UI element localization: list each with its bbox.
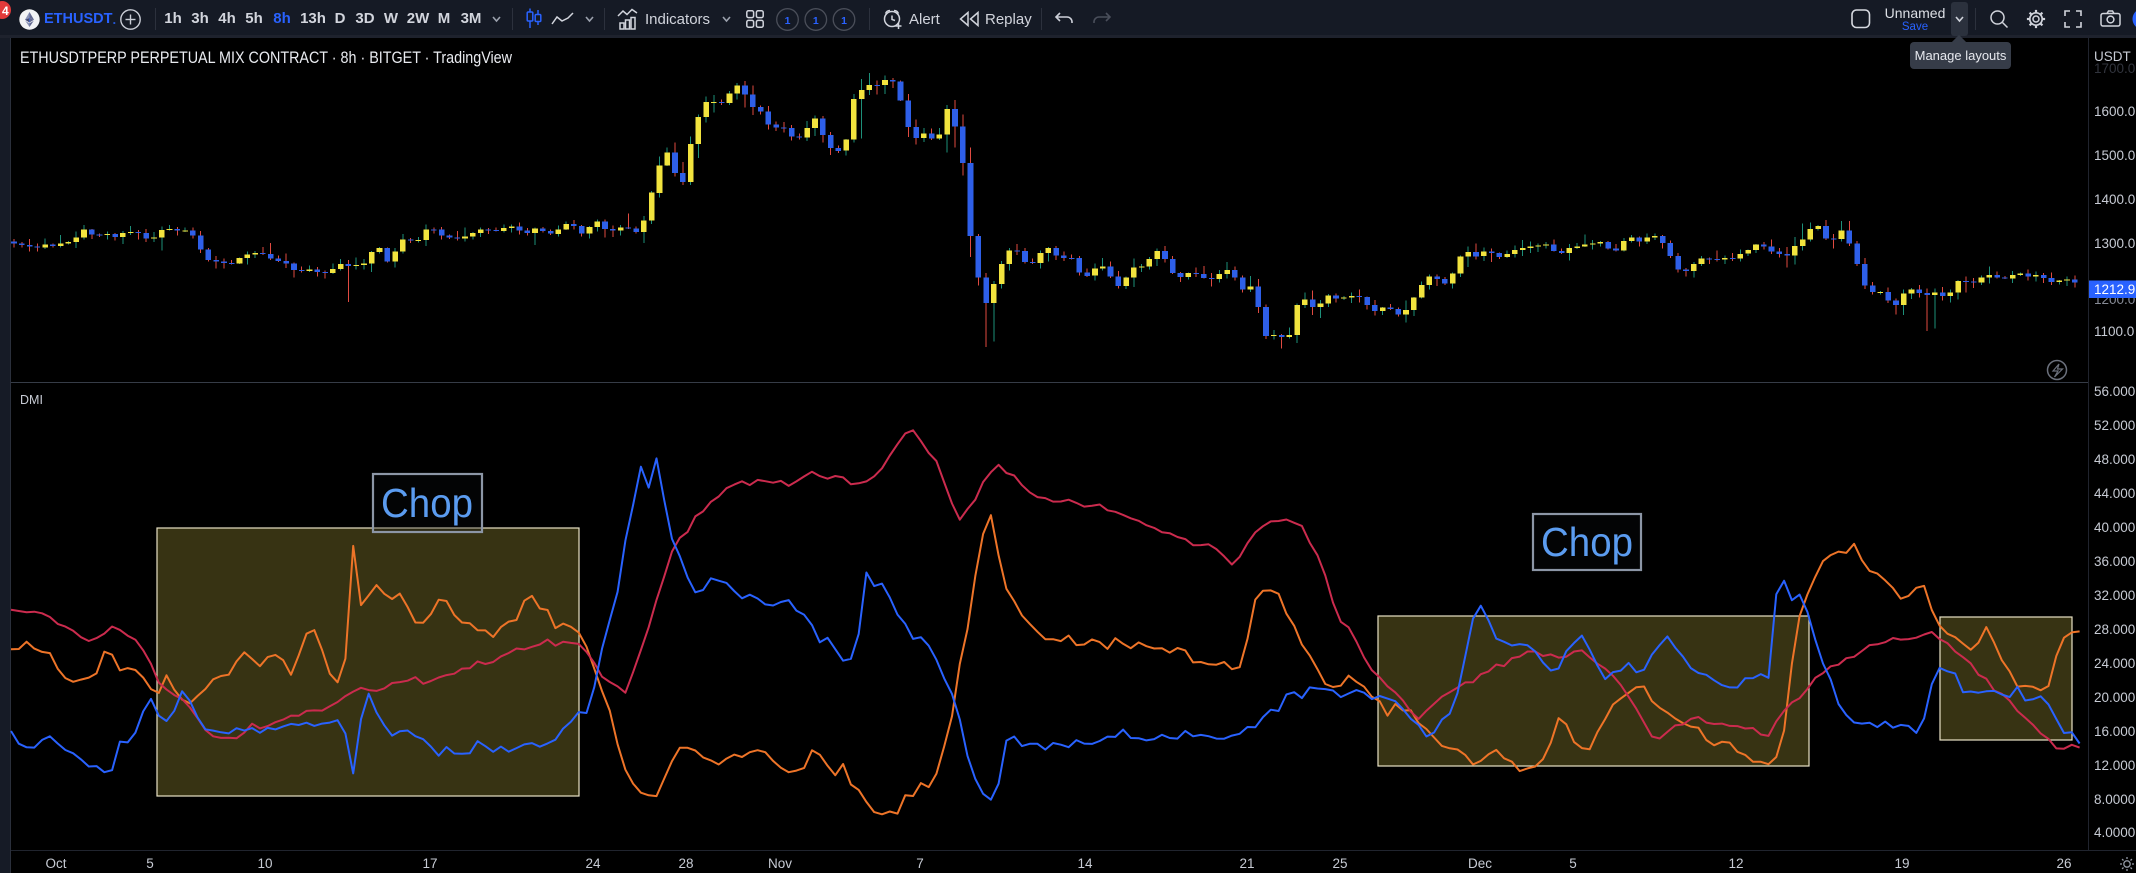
svg-text:Nov: Nov xyxy=(768,856,792,871)
svg-text:12: 12 xyxy=(1728,856,1743,871)
svg-text:1100.0: 1100.0 xyxy=(2094,324,2134,339)
svg-text:5: 5 xyxy=(1569,856,1577,871)
svg-text:1: 1 xyxy=(785,15,791,27)
svg-text:1212.9: 1212.9 xyxy=(2094,282,2135,297)
svg-text:1: 1 xyxy=(813,15,819,27)
svg-text:12.000: 12.000 xyxy=(2094,758,2135,773)
svg-text:19: 19 xyxy=(1894,856,1909,871)
svg-text:1400.0: 1400.0 xyxy=(2094,192,2135,207)
svg-text:28: 28 xyxy=(678,856,693,871)
svg-text:1300.0: 1300.0 xyxy=(2094,236,2135,251)
svg-text:1200.0: 1200.0 xyxy=(2094,292,2135,307)
svg-text:Oct: Oct xyxy=(45,856,66,871)
svg-text:1: 1 xyxy=(841,15,847,27)
svg-text:7: 7 xyxy=(916,856,924,871)
svg-text:8.0000: 8.0000 xyxy=(2094,792,2135,807)
svg-text:DMI: DMI xyxy=(20,393,43,407)
svg-text:16.000: 16.000 xyxy=(2094,724,2135,739)
svg-text:17: 17 xyxy=(422,856,437,871)
svg-text:1700.0: 1700.0 xyxy=(2094,61,2135,76)
svg-text:24: 24 xyxy=(585,856,601,871)
svg-text:56.000: 56.000 xyxy=(2094,384,2135,399)
svg-text:4: 4 xyxy=(2,4,9,18)
svg-text:USDT: USDT xyxy=(2094,49,2131,64)
svg-text:1600.0: 1600.0 xyxy=(2094,104,2135,119)
svg-text:28.000: 28.000 xyxy=(2094,622,2135,637)
svg-text:44.000: 44.000 xyxy=(2094,486,2135,501)
svg-text:Chop: Chop xyxy=(381,480,473,526)
svg-text:20.000: 20.000 xyxy=(2094,690,2135,705)
svg-text:24.000: 24.000 xyxy=(2094,656,2135,671)
svg-text:32.000: 32.000 xyxy=(2094,588,2135,603)
svg-text:52.000: 52.000 xyxy=(2094,418,2135,433)
svg-text:4.0000: 4.0000 xyxy=(2094,825,2135,840)
svg-text:Chop: Chop xyxy=(1541,519,1633,565)
svg-text:40.000: 40.000 xyxy=(2094,520,2135,535)
svg-text:Dec: Dec xyxy=(1468,856,1492,871)
svg-text:ETHUSDTPERP PERPETUAL MIX CONT: ETHUSDTPERP PERPETUAL MIX CONTRACT · 8h … xyxy=(20,49,512,67)
svg-text:5: 5 xyxy=(146,856,154,871)
svg-text:48.000: 48.000 xyxy=(2094,452,2135,467)
svg-text:1500.0: 1500.0 xyxy=(2094,148,2135,163)
svg-text:36.000: 36.000 xyxy=(2094,554,2135,569)
svg-text:14: 14 xyxy=(1077,856,1093,871)
svg-text:26: 26 xyxy=(2056,856,2071,871)
svg-text:10: 10 xyxy=(257,856,272,871)
svg-text:25: 25 xyxy=(1332,856,1347,871)
svg-text:21: 21 xyxy=(1239,856,1254,871)
